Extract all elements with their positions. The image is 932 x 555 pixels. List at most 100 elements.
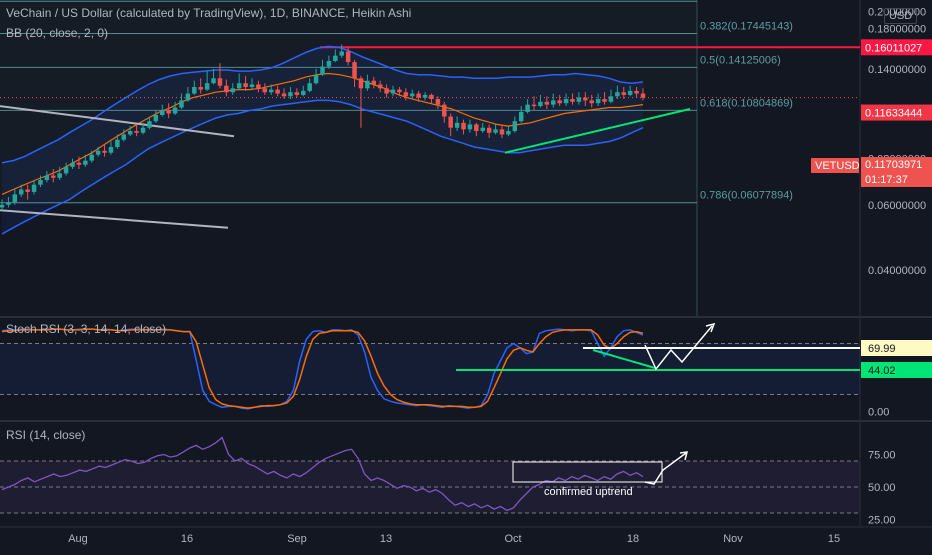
candle-body bbox=[506, 131, 510, 134]
candle-body bbox=[13, 194, 17, 202]
candle-body bbox=[519, 112, 523, 121]
candle-body bbox=[622, 92, 626, 95]
candle-body bbox=[115, 140, 119, 147]
candle-body bbox=[628, 91, 632, 95]
candle-body bbox=[282, 94, 286, 97]
candle-body bbox=[250, 84, 254, 87]
last-price-tag: 0.11703971 bbox=[865, 159, 922, 171]
candle-body bbox=[513, 121, 517, 131]
candle-body bbox=[339, 51, 343, 55]
trend-line-grey bbox=[0, 210, 228, 228]
candle-body bbox=[263, 88, 267, 92]
candle-body bbox=[557, 100, 561, 103]
candle-body bbox=[577, 98, 581, 102]
candle-body bbox=[77, 163, 81, 165]
candle-body bbox=[160, 110, 164, 115]
price-axis-label: 0.06000000 bbox=[868, 200, 926, 212]
chart-title: VeChain / US Dollar (calculated by Tradi… bbox=[6, 6, 411, 20]
price-axis-label: 0.04000000 bbox=[868, 265, 926, 277]
candle-body bbox=[102, 151, 106, 153]
candle-body bbox=[493, 129, 497, 132]
candle-body bbox=[634, 91, 638, 94]
candle-body bbox=[0, 205, 4, 208]
stoch-tag-lower: 44.02 bbox=[868, 365, 896, 377]
candle-body bbox=[269, 90, 273, 93]
price-axis-label: 0.18000000 bbox=[868, 24, 926, 36]
candle-body bbox=[500, 129, 504, 134]
candle-body bbox=[551, 100, 555, 104]
candle-body bbox=[198, 87, 202, 90]
time-axis-label: 15 bbox=[828, 533, 840, 545]
candle-body bbox=[243, 83, 247, 87]
candle-body bbox=[224, 86, 228, 92]
symbol-tag: VETUSD bbox=[815, 160, 860, 172]
time-axis-label: 16 bbox=[181, 533, 193, 545]
candle-body bbox=[192, 87, 196, 94]
candle-body bbox=[231, 88, 235, 92]
candle-body bbox=[237, 83, 241, 88]
candle-body bbox=[423, 95, 427, 98]
rsi-axis-label: 25.00 bbox=[868, 515, 896, 527]
candle-body bbox=[410, 94, 414, 97]
candle-body bbox=[436, 99, 440, 105]
candle-body bbox=[57, 173, 61, 177]
candle-body bbox=[461, 123, 465, 130]
candle-body bbox=[32, 185, 36, 192]
candle-body bbox=[38, 180, 42, 185]
candle-body bbox=[96, 151, 100, 155]
candle-body bbox=[64, 167, 68, 173]
stoch-rsi-legend: Stoch RSI (3, 3, 14, 14, close) bbox=[6, 322, 166, 336]
candle-body bbox=[378, 84, 382, 88]
candle-body bbox=[70, 163, 74, 167]
candle-body bbox=[372, 81, 376, 85]
candle-body bbox=[320, 67, 324, 75]
candle-body bbox=[109, 147, 113, 153]
candle-body bbox=[538, 102, 542, 106]
candle-body bbox=[122, 134, 126, 139]
rsi-axis-label: 50.00 bbox=[868, 482, 896, 494]
candle-body bbox=[89, 155, 93, 161]
candle-body bbox=[275, 90, 279, 94]
countdown-tag: 01:17:37 bbox=[865, 174, 908, 186]
candle-body bbox=[391, 90, 395, 94]
bb-legend: BB (20, close, 2, 0) bbox=[6, 26, 108, 40]
candle-body bbox=[333, 56, 337, 61]
currency-button[interactable]: USD bbox=[884, 8, 917, 24]
candle-body bbox=[19, 189, 23, 194]
fib-level-label: 0.5(0.14125006) bbox=[700, 54, 781, 66]
resistance-price-tag: 0.16011027 bbox=[865, 42, 922, 54]
candle-body bbox=[25, 189, 29, 191]
candle-body bbox=[307, 83, 311, 91]
candle-body bbox=[404, 92, 408, 96]
candle-body bbox=[154, 115, 158, 121]
candle-body bbox=[141, 128, 145, 133]
time-axis-label: Sep bbox=[287, 533, 307, 545]
candle-body bbox=[45, 176, 49, 181]
candle-body bbox=[211, 78, 215, 83]
candle-body bbox=[596, 99, 600, 103]
candle-body bbox=[147, 121, 151, 127]
candle-body bbox=[256, 84, 260, 88]
candle-body bbox=[602, 99, 606, 102]
candle-body bbox=[83, 161, 87, 165]
candle-body bbox=[327, 61, 331, 67]
time-axis-label: Oct bbox=[504, 533, 521, 545]
candle-body bbox=[186, 94, 190, 101]
time-axis-label: 13 bbox=[380, 533, 392, 545]
candle-body bbox=[583, 98, 587, 101]
rsi-annotation-text: confirmed uptrend bbox=[544, 486, 633, 498]
candle-body bbox=[384, 88, 388, 93]
candle-body bbox=[365, 81, 369, 89]
rsi-axis-label: 75.00 bbox=[868, 450, 896, 462]
candle-body bbox=[564, 99, 568, 103]
bb-value-tag: 0.11633444 bbox=[865, 108, 922, 120]
candle-body bbox=[205, 83, 209, 89]
candle-body bbox=[166, 110, 170, 113]
stoch-tag-upper: 69.99 bbox=[868, 343, 896, 355]
candle-body bbox=[429, 95, 433, 99]
stoch-axis-label: 0.00 bbox=[868, 407, 889, 419]
candle-body bbox=[359, 78, 363, 88]
fib-level-label: 0.786(0.06077894) bbox=[700, 190, 793, 202]
fib-level-label: 0.618(0.10804869) bbox=[700, 97, 793, 109]
